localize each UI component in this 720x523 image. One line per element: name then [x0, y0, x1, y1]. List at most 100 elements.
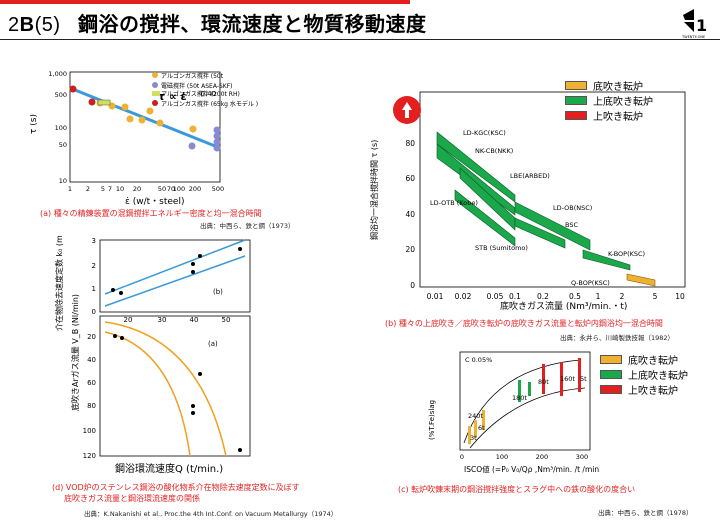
svg-text:40: 40 — [405, 210, 415, 219]
svg-text:LD-OB(NSC): LD-OB(NSC) — [553, 204, 592, 212]
svg-text:160t: 160t — [560, 375, 575, 383]
svg-text:2: 2 — [86, 185, 90, 193]
fig-c-legend-item: 上吹き転炉 — [600, 382, 688, 397]
fig-d-xlabel: 鋼浴環流速度Q (t/min.) — [115, 462, 223, 475]
svg-text:1: 1 — [596, 292, 601, 301]
svg-text:500: 500 — [212, 185, 224, 193]
svg-text:50: 50 — [158, 185, 166, 193]
fig-c-plot-frame — [459, 351, 591, 451]
svg-text:5: 5 — [101, 185, 105, 193]
figure-mixing-time-energy: τ (s) 1,000 500 100 50 10 1 2 5 7 10 20 … — [29, 62, 258, 212]
fig-d-top-ylabel: 介在物除去速度定数 k₀ (min⁻¹) — [54, 236, 64, 331]
fig-a-xlabel: ε̇ (w/t・steel) — [125, 197, 184, 207]
fig-a-source: 出典：中西ら、鉄と鋼（1973） — [200, 222, 295, 230]
fig-c-legend-item: 底吹き転炉 — [600, 352, 688, 367]
svg-text:0.1: 0.1 — [509, 292, 521, 301]
svg-text:1: 1 — [68, 185, 72, 193]
fig-c-caption: (c) 転炉吹錬末期の鋼浴撹拌強度とスラグ中への鉄の酸化の度合い — [398, 485, 636, 494]
svg-text:60: 60 — [405, 174, 415, 183]
svg-text:200: 200 — [536, 453, 548, 461]
fig-b-bottom-blow-band — [626, 273, 656, 287]
svg-text:3: 3 — [92, 237, 96, 245]
header-red-bar — [0, 0, 410, 4]
svg-text:1: 1 — [696, 16, 707, 35]
svg-text:20: 20 — [87, 333, 96, 341]
fig-b-ylabel: 鋼浴均一混合撹拌時間 τ (s) — [369, 140, 379, 240]
fig-d-caption-1: (d) VOD炉のステンレス鋼浴の酸化物系介在物除去速度定数に及ぼす — [52, 483, 300, 492]
svg-text:120: 120 — [83, 452, 96, 460]
fig-a-points — [69, 85, 221, 152]
svg-text:LD-KGC(KSC): LD-KGC(KSC) — [463, 129, 506, 137]
svg-text:6t: 6t — [478, 424, 485, 432]
svg-text:0.2: 0.2 — [537, 292, 549, 301]
fig-a-formula: τ ∝ ε̇ — [158, 90, 187, 103]
svg-text:100: 100 — [55, 124, 67, 132]
fig-b-legend-item: 上吹き転炉 — [565, 108, 653, 123]
fig-b-top-blow-marker — [393, 96, 421, 124]
svg-text:K-BOP(KSC): K-BOP(KSC) — [608, 250, 645, 258]
fig-c-bars — [468, 358, 581, 444]
fig-b-legend-item: 上底吹き転炉 — [565, 93, 653, 108]
svg-text:0.05: 0.05 — [487, 292, 504, 301]
fig-d-bottom-ylabel: 底吹きArガス流量 V_B (Nl/min) — [70, 294, 80, 411]
fig-b-legend-item: 底吹き転炉 — [565, 78, 653, 93]
svg-text:80: 80 — [87, 402, 96, 410]
svg-text:50: 50 — [222, 316, 231, 324]
fig-a-exponent: -0.40 — [198, 90, 216, 98]
svg-text:10: 10 — [59, 177, 67, 185]
fig-a-trend-line — [69, 86, 221, 150]
section-code: 2B(5) — [8, 14, 61, 36]
fig-d-bottom-points — [113, 334, 242, 452]
svg-text:LD-OTB (Kobe): LD-OTB (Kobe) — [430, 199, 478, 207]
svg-text:0: 0 — [410, 281, 415, 290]
svg-text:STB (Sumitomo): STB (Sumitomo) — [475, 244, 528, 252]
svg-text:BSC: BSC — [565, 221, 578, 229]
fig-d-top-frame — [99, 239, 251, 313]
fig-b-source: 出典：永井ら、川崎製鉄技報（1982） — [560, 334, 675, 342]
svg-text:20: 20 — [124, 316, 133, 324]
fig-b-plot-frame — [419, 91, 686, 288]
svg-text:(b): (b) — [213, 288, 223, 296]
fig-a-caption: (a) 種々の精錬装置の混鋼撹拌エネルギー密度と均一混合時間 — [40, 209, 262, 218]
svg-text:0: 0 — [92, 308, 96, 316]
fig-d-top-points — [111, 247, 242, 295]
figure-converter-mixing-time: 鋼浴均一混合撹拌時間 τ (s) 100 80 60 40 20 0 0.01 … — [365, 78, 695, 312]
fig-c-source: 出典：中西ら、鉄と鋼（1978） — [598, 509, 693, 517]
fig-b-bands — [436, 131, 631, 271]
figure-vod-inclusion-removal: 介在物除去速度定数 k₀ (min⁻¹) 3 2 1 0 (b) 20 30 4… — [50, 217, 270, 476]
fig-d-source: 出典：K.Nakanishi et al., Proc.the 4th Int.… — [84, 510, 338, 518]
svg-text:200: 200 — [189, 185, 201, 193]
fig-c-legend-item: 上底吹き転炉 — [600, 367, 688, 382]
svg-text:TWENTY-ONE: TWENTY-ONE — [681, 35, 705, 39]
figure-isco-slag-fe: (%T.Fe)slag C 0.05% 3t 6t 240t 180t 80t … — [420, 348, 604, 478]
fig-b-xlabel: 底吹きガス流量 (Nm³/min.・t) — [500, 300, 627, 310]
svg-text:NK-CB(NKK): NK-CB(NKK) — [475, 147, 513, 155]
svg-text:40: 40 — [87, 356, 96, 364]
svg-text:20: 20 — [133, 185, 141, 193]
svg-text:500: 500 — [55, 91, 67, 99]
fig-c-bar-labels: 3t 6t 240t 180t 80t 160t 5t — [468, 375, 587, 442]
fig-b-labels: LD-KGC(KSC) NK-CB(NKK) LBE(ARBED) LD-OTB… — [430, 129, 645, 287]
svg-text:5: 5 — [653, 292, 658, 301]
svg-text:240t: 240t — [468, 412, 483, 420]
svg-text:100: 100 — [496, 453, 508, 461]
fig-b-legend: 底吹き転炉 上底吹き転炉 上吹き転炉 — [565, 78, 653, 123]
fig-c-ylabel: (%T.Fe)slag — [428, 400, 436, 440]
fig-c-xlabel: ISCO値 (=P₀ V₀/Qρ ,Nm³/min. /t /min.) — [464, 464, 600, 474]
svg-text:2: 2 — [620, 292, 625, 301]
page-title: 2B(5) 鋼浴の撹拌、環流速度と物質移動速度 — [8, 8, 427, 37]
svg-text:0.02: 0.02 — [455, 292, 472, 301]
fig-a-legend: アルゴンガス撹拌 (50t 電磁撹拌 (50t ASEA-SKF) アルゴンガス… — [152, 72, 258, 109]
svg-text:70: 70 — [167, 185, 175, 193]
svg-text:300: 300 — [576, 453, 588, 461]
svg-text:1,000: 1,000 — [48, 70, 67, 78]
svg-text:LBE(ARBED): LBE(ARBED) — [510, 172, 550, 180]
svg-text:20: 20 — [405, 245, 415, 254]
svg-text:Q-BOP(KSC): Q-BOP(KSC) — [571, 279, 610, 287]
svg-text:10: 10 — [675, 292, 685, 301]
fig-a-yticks: 1,000 500 100 50 10 — [48, 70, 67, 185]
svg-text:0.5: 0.5 — [569, 292, 581, 301]
svg-text:C 0.05%: C 0.05% — [465, 356, 492, 364]
svg-text:7: 7 — [108, 185, 112, 193]
company-logo-icon: 1 TWENTY-ONE — [680, 6, 712, 40]
